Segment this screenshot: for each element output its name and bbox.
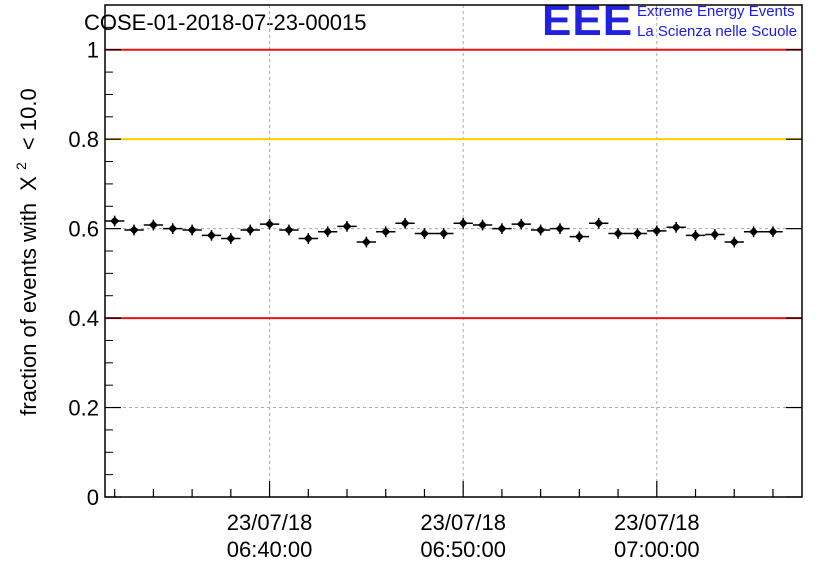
data-point-marker [516, 219, 526, 229]
x-tick-label-date-0: 23/07/18 [227, 510, 313, 535]
data-point-marker [284, 225, 294, 235]
x-tick-label-time-2: 07:00:00 [614, 537, 700, 562]
data-point-marker [323, 227, 333, 237]
chart-title: COSE-01-2018-07-23-00015 [84, 10, 367, 35]
data-point-marker [419, 229, 429, 239]
data-point-13 [356, 236, 377, 248]
y-tick-label-2: 0.4 [68, 306, 99, 331]
x-tick-label-time-1: 06:50:00 [420, 537, 506, 562]
data-point-33 [743, 226, 764, 238]
data-point-marker [478, 220, 488, 230]
y-tick-label-5: 1 [87, 38, 99, 63]
data-point-7 [240, 224, 260, 236]
data-point-18 [453, 217, 473, 229]
data-point-marker [710, 229, 720, 239]
data-point-4 [182, 224, 202, 236]
data-point-32 [724, 236, 744, 248]
data-point-29 [666, 221, 686, 233]
logo-text-line-1: Extreme Energy Events [637, 3, 795, 20]
data-point-marker [458, 218, 468, 228]
data-point-34 [763, 226, 783, 238]
data-point-marker [632, 229, 642, 239]
logo-text-line-2: La Scienza nelle Scuole [637, 23, 798, 40]
y-tick-label-0: 0 [87, 485, 99, 510]
reference-lines [105, 48, 802, 320]
data-point-marker [691, 230, 701, 240]
x-tick-label-time-0: 06:40:00 [227, 537, 313, 562]
data-point-23 [550, 223, 570, 235]
data-point-14 [376, 226, 396, 238]
data-series [105, 215, 783, 248]
data-point-marker [749, 227, 759, 237]
grid-layer [105, 5, 802, 497]
data-point-27 [627, 228, 648, 239]
data-point-marker [671, 222, 681, 232]
data-point-8 [259, 218, 280, 230]
data-point-28 [647, 225, 667, 237]
data-point-marker [148, 220, 158, 230]
data-point-20 [492, 223, 512, 235]
data-point-marker [226, 233, 236, 243]
y-tick-label-3: 0.6 [68, 217, 99, 242]
y-tick-label-4: 0.8 [68, 127, 99, 152]
data-point-marker [536, 225, 546, 235]
data-point-3 [163, 223, 183, 235]
data-point-marker [129, 225, 139, 235]
data-point-24 [569, 231, 590, 243]
x-tick-label-date-2: 23/07/18 [614, 510, 700, 535]
data-point-0 [105, 215, 125, 227]
axes: 00.20.40.60.8123/07/1806:40:0023/07/1806… [68, 4, 802, 562]
data-point-16 [414, 228, 435, 239]
eee-logo-mark: EEE [542, 0, 634, 45]
data-point-17 [434, 228, 454, 239]
data-point-marker [381, 227, 391, 237]
data-point-30 [685, 229, 706, 241]
data-point-22 [530, 224, 551, 236]
data-point-2 [143, 219, 164, 231]
data-point-6 [221, 233, 241, 244]
data-point-marker [245, 225, 255, 235]
data-point-marker [652, 226, 662, 236]
data-point-25 [589, 217, 609, 229]
data-point-marker [729, 237, 739, 247]
y-tick-label-1: 0.2 [68, 396, 99, 421]
data-point-marker [342, 221, 352, 231]
data-point-26 [608, 228, 628, 239]
data-point-marker [574, 232, 584, 242]
data-point-marker [187, 225, 197, 235]
data-point-1 [124, 224, 144, 236]
data-point-10 [298, 233, 318, 244]
data-point-marker [400, 218, 410, 228]
y-axis-label: fraction of events with X 2 < 10.0 [6, 88, 41, 415]
data-point-marker [110, 216, 120, 226]
data-point-19 [472, 219, 493, 231]
data-point-31 [705, 229, 725, 240]
data-point-marker [168, 224, 178, 234]
data-point-marker [439, 229, 449, 239]
data-point-15 [395, 217, 415, 229]
data-point-marker [497, 224, 507, 234]
data-point-marker [206, 230, 216, 240]
data-point-marker [303, 233, 313, 243]
data-point-5 [201, 229, 222, 241]
data-point-marker [613, 229, 623, 239]
data-point-marker [555, 224, 565, 234]
data-point-11 [317, 226, 338, 238]
data-point-21 [511, 218, 531, 230]
data-point-12 [337, 221, 357, 232]
data-point-marker [594, 218, 604, 228]
x-tick-label-date-1: 23/07/18 [420, 510, 506, 535]
data-point-marker [361, 237, 371, 247]
plot-frame [104, 4, 803, 498]
data-point-marker [768, 227, 778, 237]
data-point-9 [279, 224, 299, 236]
data-point-marker [265, 219, 275, 229]
